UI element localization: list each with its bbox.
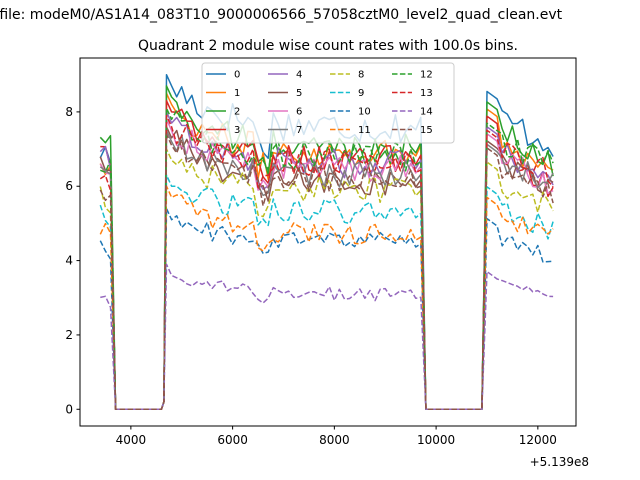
legend-label: 6	[296, 107, 302, 118]
legend-label: 14	[420, 107, 433, 118]
y-axis: 0 2 4 6 8	[65, 105, 80, 416]
y-tick-label: 2	[65, 328, 73, 342]
legend-label: 0	[234, 70, 240, 81]
plot-area-frame	[79, 57, 577, 427]
chart-title: Quadrant 2 module wise count rates with …	[138, 38, 518, 54]
x-offset-label: +5.139e8	[530, 455, 589, 469]
legend-label: 2	[234, 107, 240, 118]
legend-label: 4	[296, 70, 302, 81]
legend-frame	[201, 62, 455, 144]
x-tick-label: 12000	[519, 433, 557, 447]
legend-label: 13	[420, 88, 433, 99]
y-tick-label: 8	[65, 105, 73, 119]
series-line-14	[100, 263, 554, 411]
legend-label: 8	[358, 70, 364, 81]
x-tick-label: 4000	[116, 433, 147, 447]
legend-label: 11	[358, 125, 371, 136]
series-line-15	[99, 133, 554, 411]
legend-label: 3	[234, 125, 240, 136]
legend-label: 9	[358, 88, 364, 99]
series-line-11	[99, 185, 554, 411]
y-tick-label: 0	[65, 402, 73, 416]
legend-label: 1	[234, 88, 240, 99]
x-tick-label: 10000	[417, 433, 455, 447]
y-tick-label: 6	[65, 179, 73, 193]
x-tick-label: 6000	[217, 433, 248, 447]
legend-label: 5	[296, 88, 302, 99]
legend-label: 7	[296, 125, 302, 136]
figure-suptitle: n file: modeM0/AS1A14_083T10_9000006566_…	[0, 7, 563, 23]
legend-label: 12	[420, 70, 433, 81]
x-tick-label: 8000	[319, 433, 350, 447]
y-tick-label: 4	[65, 254, 73, 268]
x-axis: 4000 6000 8000 10000 12000	[116, 426, 557, 447]
legend-label: 15	[420, 125, 433, 136]
series-line-8	[99, 148, 554, 411]
legend-label: 10	[358, 107, 371, 118]
